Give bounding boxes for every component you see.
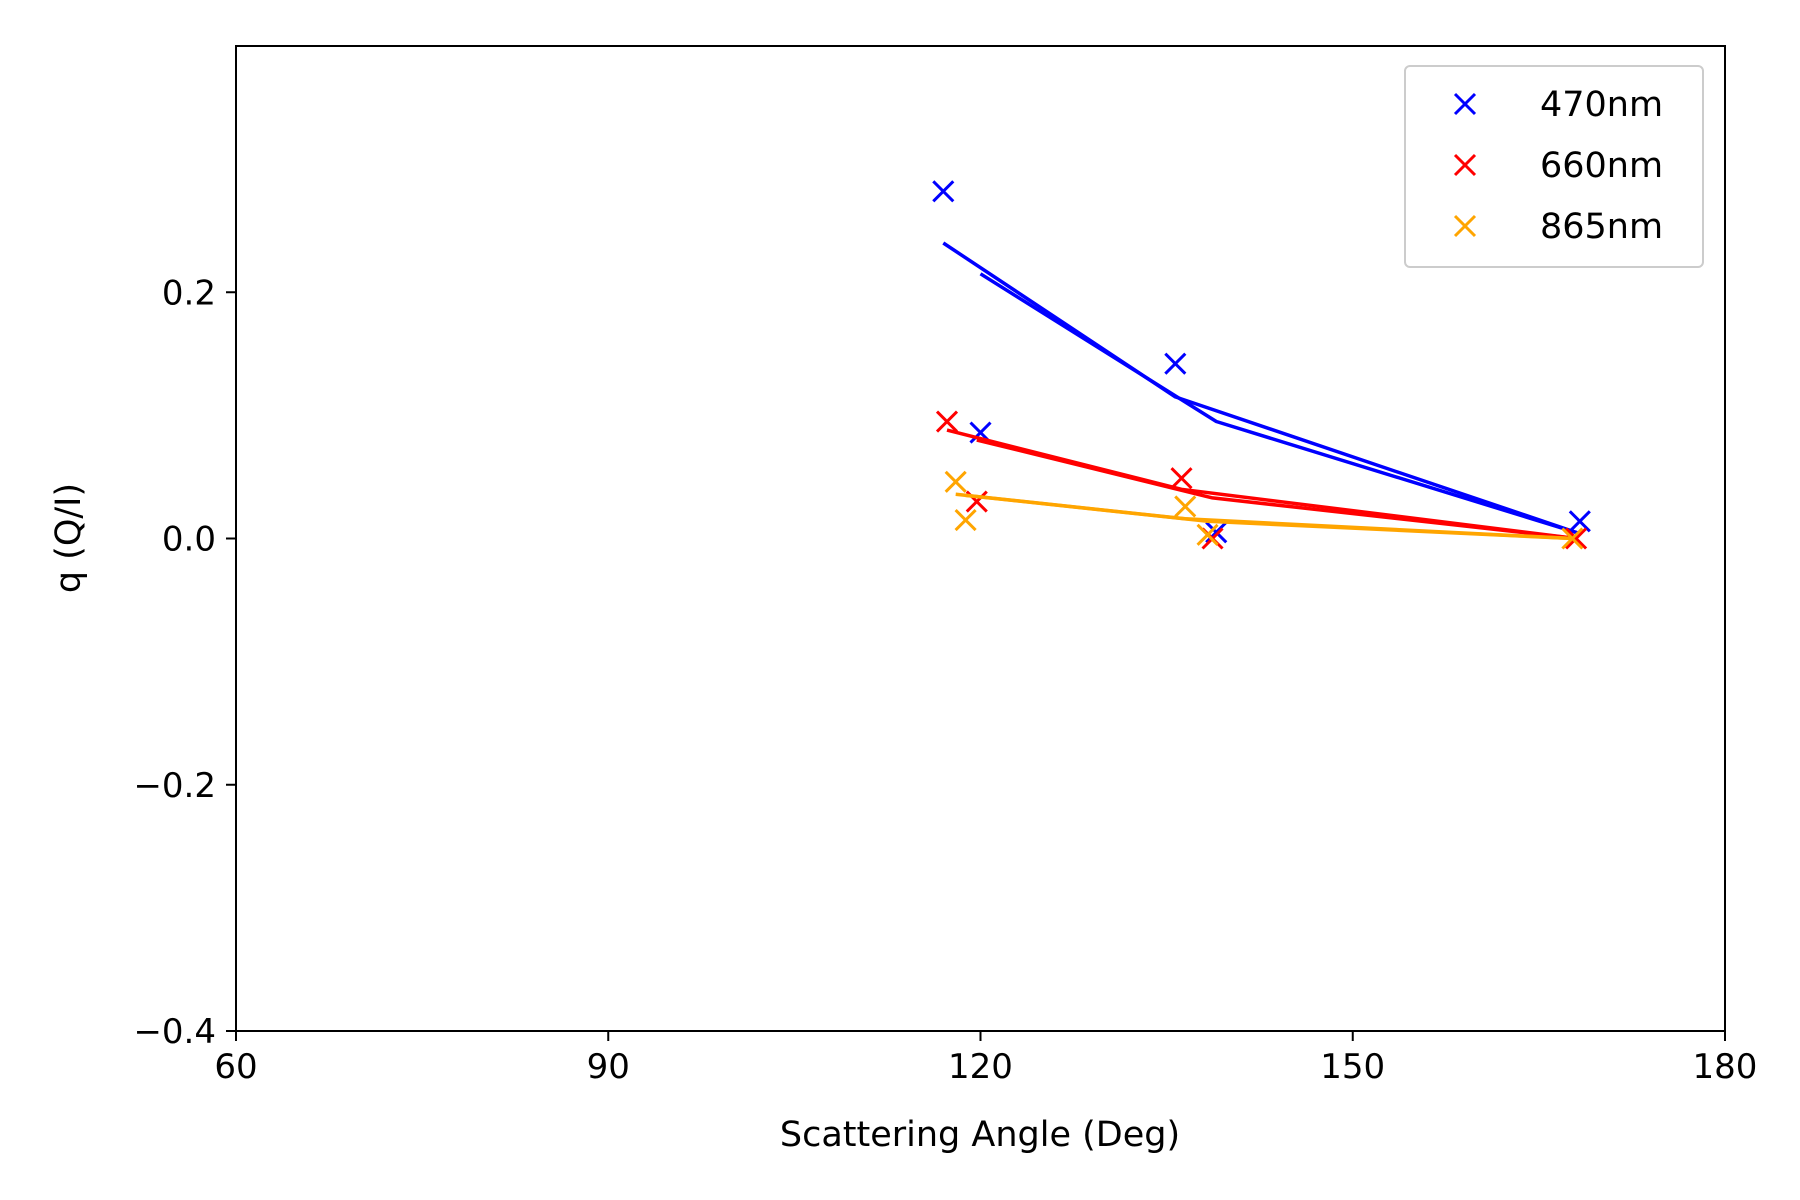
data-point-660nm	[1565, 527, 1588, 550]
data-point-865nm	[1561, 527, 1584, 550]
series-865nm	[944, 470, 1584, 550]
data-point-865nm	[1174, 495, 1197, 518]
fit-line-660nm	[976, 438, 1577, 541]
y-tick-label: 0.2	[162, 273, 216, 313]
y-tick-label: 0.0	[162, 520, 216, 560]
data-point-470nm	[932, 180, 955, 203]
data-point-660nm	[1170, 467, 1193, 490]
fit-line-865nm	[965, 493, 1573, 541]
y-tick-label: −0.2	[133, 766, 216, 806]
x-tick-label: 120	[948, 1047, 1013, 1087]
legend-marker-660nm	[1453, 153, 1477, 177]
legend-marker-865nm	[1453, 214, 1477, 238]
data-point-865nm	[954, 508, 977, 532]
x-tick-label: 90	[587, 1047, 630, 1087]
x-axis: 60 90 120 150 180	[214, 1031, 1757, 1087]
legend-label: 865nm	[1540, 207, 1663, 247]
data-point-865nm	[944, 470, 967, 493]
x-tick-label: 180	[1693, 1047, 1758, 1087]
legend-marker-470nm	[1453, 92, 1477, 116]
x-tick-label: 150	[1320, 1047, 1385, 1087]
legend-label: 660nm	[1540, 146, 1663, 186]
x-axis-label: Scattering Angle (Deg)	[780, 1115, 1180, 1155]
x-tick-label: 60	[214, 1047, 257, 1087]
data-point-865nm	[1196, 523, 1219, 546]
legend: 470nm 660nm 865nm	[1404, 65, 1704, 268]
data-point-470nm	[1164, 352, 1187, 375]
y-axis-label: q (Q/I)	[49, 483, 89, 593]
plot-area	[932, 180, 1591, 550]
legend-box	[1404, 65, 1704, 268]
data-point-660nm	[935, 410, 959, 433]
data-point-470nm	[1205, 521, 1228, 544]
series-470nm	[932, 180, 1591, 544]
legend-label: 470nm	[1540, 85, 1663, 125]
data-point-470nm	[1568, 510, 1591, 533]
y-tick-label: −0.4	[133, 1012, 216, 1052]
fit-line-470nm	[979, 272, 1581, 536]
y-axis: −0.4 −0.2 0.0 0.2	[133, 273, 236, 1052]
